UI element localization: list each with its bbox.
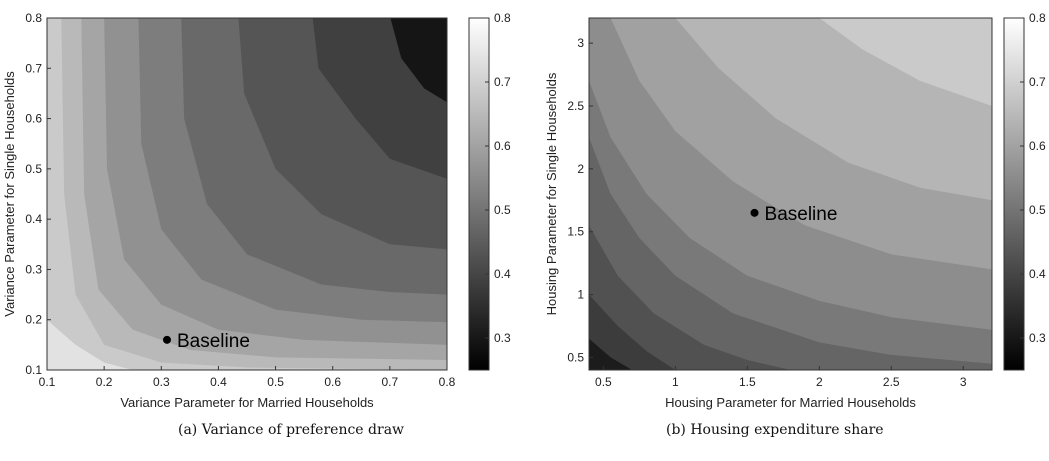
contour-fills [589, 18, 992, 370]
x-tick-label: 0.6 [324, 375, 341, 389]
colorbar-tick-label: 0.5 [494, 203, 511, 217]
x-tick-label: 1 [672, 375, 679, 389]
x-tick-label: 2.5 [883, 375, 900, 389]
x-axis-label: Housing Parameter for Married Households [665, 395, 916, 410]
colorbar-tick-label: 0.3 [1029, 331, 1046, 345]
x-axis-label: Variance Parameter for Married Household… [120, 395, 374, 410]
plot-frame [46, 17, 448, 371]
y-tick-label: 2.5 [567, 99, 584, 113]
colorbar-tick-label: 0.4 [494, 267, 511, 281]
colorbar-tick-label: 0.8 [494, 11, 511, 25]
y-tick-label: 0.6 [25, 112, 42, 126]
x-tick-label: 0.7 [382, 375, 399, 389]
baseline-label: Baseline [177, 331, 250, 352]
x-tick-label: 0.5 [267, 375, 284, 389]
colorbar [1003, 17, 1025, 371]
contour-band-darkest [390, 18, 447, 103]
colorbar-tick-label: 0.7 [494, 75, 511, 89]
y-axis-label: Housing Parameter for Single Households [544, 72, 559, 315]
y-tick-label: 1 [577, 288, 584, 302]
x-tick-label: 0.8 [439, 375, 456, 389]
colorbar-tick-label: 0.8 [1029, 11, 1046, 25]
y-tick-label: 0.1 [25, 363, 42, 377]
baseline-point [163, 335, 171, 344]
y-axis-label: Variance Parameter for Single Households [2, 71, 17, 317]
chart-b: 0.5 1 1.5 2 2.5 3 0.5 1 1.5 2 2.5 3 Housing Paramete… [544, 11, 1046, 410]
plot-frame [588, 17, 993, 371]
y-tick-label: 1.5 [567, 225, 584, 239]
x-tick-label: 1.5 [739, 375, 756, 389]
x-tick-label: 0.2 [96, 375, 113, 389]
baseline-label: Baseline [765, 204, 838, 225]
colorbar-tick-label: 0.6 [494, 139, 511, 153]
x-tick-label: 0.5 [595, 375, 612, 389]
caption-b: (b) Housing expenditure share [666, 422, 884, 438]
y-tick-label: 3 [577, 36, 584, 50]
x-tick-label: 0.1 [39, 375, 56, 389]
y-tick-label: 2 [577, 162, 584, 176]
y-tick-label: 0.3 [25, 262, 42, 276]
colorbar-tick-label: 0.5 [1029, 203, 1046, 217]
y-tick-label: 0.2 [25, 313, 42, 327]
colorbar-tick-label: 0.4 [1029, 267, 1046, 281]
y-tick-label: 0.7 [25, 61, 42, 75]
colorbar [468, 17, 490, 371]
x-tick-label: 0.4 [210, 375, 227, 389]
contour-fills [47, 18, 447, 370]
x-tick-label: 0.3 [153, 375, 170, 389]
colorbar-tick-label: 0.7 [1029, 75, 1046, 89]
y-tick-label: 0.8 [25, 11, 42, 25]
colorbar-tick-label: 0.3 [494, 331, 511, 345]
x-tick-label: 2 [816, 375, 823, 389]
caption-a: (a) Variance of preference draw [178, 422, 405, 438]
contour-band-7 [819, 18, 992, 106]
baseline-point [750, 208, 759, 217]
y-tick-label: 0.5 [567, 350, 584, 364]
colorbar-tick-label: 0.6 [1029, 139, 1046, 153]
chart-a: 0.1 0.2 0.3 0.4 0.5 0.6 0.7 0.8 0.1 0.2 0.3 0.4 0.5 0… [2, 11, 511, 410]
y-tick-label: 0.5 [25, 162, 42, 176]
y-tick-label: 0.4 [25, 212, 42, 226]
x-tick-label: 3 [960, 375, 967, 389]
